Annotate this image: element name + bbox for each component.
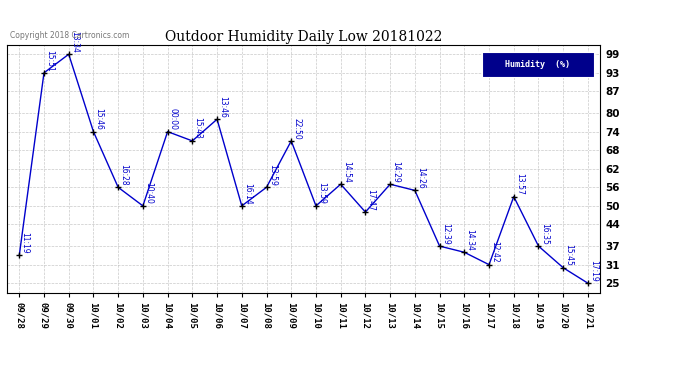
- Text: 10:40: 10:40: [144, 183, 153, 204]
- Text: 13:59: 13:59: [268, 164, 277, 186]
- Text: 14:34: 14:34: [466, 229, 475, 251]
- Text: 13:46: 13:46: [218, 96, 227, 118]
- Text: 16:14: 16:14: [243, 183, 252, 204]
- Text: 15:46: 15:46: [95, 108, 103, 130]
- Text: 15:43: 15:43: [194, 117, 203, 140]
- Text: 13:59: 13:59: [317, 183, 326, 204]
- Text: 17:19: 17:19: [589, 260, 598, 282]
- Text: 16:28: 16:28: [119, 164, 128, 186]
- Text: Copyright 2018 Cartronics.com: Copyright 2018 Cartronics.com: [10, 30, 130, 39]
- Text: 15:51: 15:51: [46, 50, 55, 71]
- Text: 13:34: 13:34: [70, 31, 79, 53]
- Title: Outdoor Humidity Daily Low 20181022: Outdoor Humidity Daily Low 20181022: [165, 30, 442, 44]
- Text: 17:47: 17:47: [366, 189, 375, 210]
- Text: 14:29: 14:29: [391, 161, 400, 183]
- Text: 11:19: 11:19: [21, 232, 30, 254]
- Text: 12:39: 12:39: [441, 223, 450, 245]
- Text: 13:57: 13:57: [515, 173, 524, 195]
- Text: 15:45: 15:45: [564, 244, 573, 266]
- Text: 00:00: 00:00: [169, 108, 178, 130]
- Text: 12:42: 12:42: [491, 242, 500, 263]
- Text: 22:50: 22:50: [293, 118, 302, 140]
- Text: 14:54: 14:54: [342, 161, 351, 183]
- Text: 14:26: 14:26: [416, 167, 425, 189]
- Text: 16:35: 16:35: [540, 223, 549, 245]
